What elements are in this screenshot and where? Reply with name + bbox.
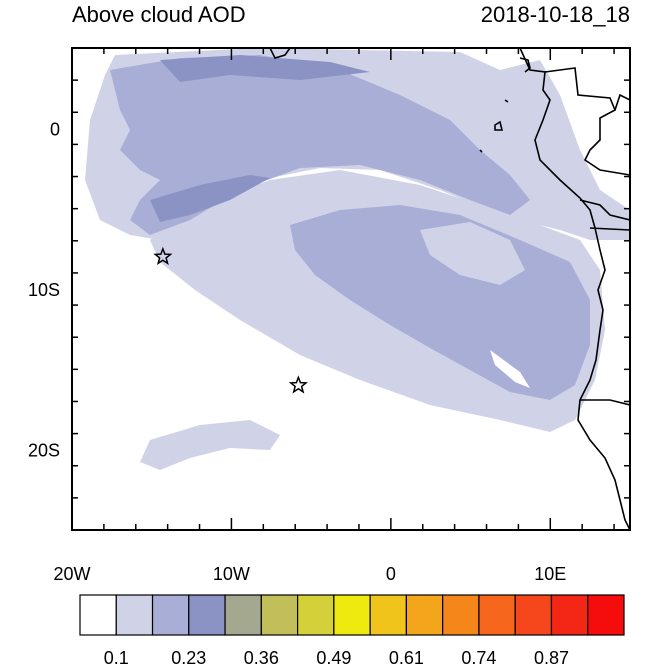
coastline <box>269 48 630 530</box>
aod-region-light-south <box>140 420 280 470</box>
colorbar-label: 0.87 <box>534 648 569 667</box>
plot-frame <box>71 47 631 531</box>
x-tick-label: 20W <box>53 564 90 584</box>
colorbar-swatch <box>405 594 444 636</box>
colorbar-swatch <box>224 594 262 636</box>
colorbar-swatch <box>550 594 589 636</box>
colorbar-swatch <box>79 594 117 636</box>
colorbar-label: 0.61 <box>389 648 424 667</box>
colorbar-swatch <box>514 594 553 636</box>
y-tick-label: 10S <box>28 280 60 300</box>
colorbar-swatch <box>151 594 190 636</box>
colorbar-label: 0.36 <box>244 648 279 667</box>
colorbar-label: 0.23 <box>171 648 206 667</box>
axis-tick-labels: 20W 10W 0 10E 0 10S 20S <box>28 119 566 584</box>
aod-region-dark-north <box>160 55 370 82</box>
colorbar-swatch <box>115 594 154 636</box>
station-markers <box>153 246 309 394</box>
colorbar-swatch <box>188 594 226 636</box>
x-tick-label: 0 <box>386 564 396 584</box>
colorbar-label: 0.74 <box>461 648 496 667</box>
colorbar-swatch <box>333 594 371 636</box>
aod-gap-2 <box>490 350 530 388</box>
colorbar-swatch <box>297 594 335 636</box>
colorbar-swatch <box>478 594 516 636</box>
map-title: Above cloud AOD <box>72 2 246 27</box>
colorbar-swatch <box>587 594 625 636</box>
aod-field <box>72 48 630 530</box>
aod-region-dark-band <box>150 175 270 222</box>
colorbar-swatch <box>260 594 299 636</box>
star-marker <box>288 375 309 394</box>
colorbar: 0.1 0.23 0.36 0.49 0.61 0.74 0.87 <box>79 594 625 667</box>
y-tick-label: 20S <box>28 441 60 461</box>
colorbar-swatch <box>442 594 480 636</box>
star-marker <box>153 246 173 266</box>
x-tick-label: 10E <box>534 564 566 584</box>
aod-gap <box>420 222 525 285</box>
y-tick-label: 0 <box>50 119 60 139</box>
colorbar-label: 0.1 <box>104 648 129 667</box>
x-tick-label: 10W <box>213 564 250 584</box>
colorbar-label: 0.49 <box>316 648 351 667</box>
timestamp-label: 2018-10-18_18 <box>480 2 630 27</box>
axis-ticks <box>71 47 630 531</box>
colorbar-swatch <box>369 594 407 636</box>
